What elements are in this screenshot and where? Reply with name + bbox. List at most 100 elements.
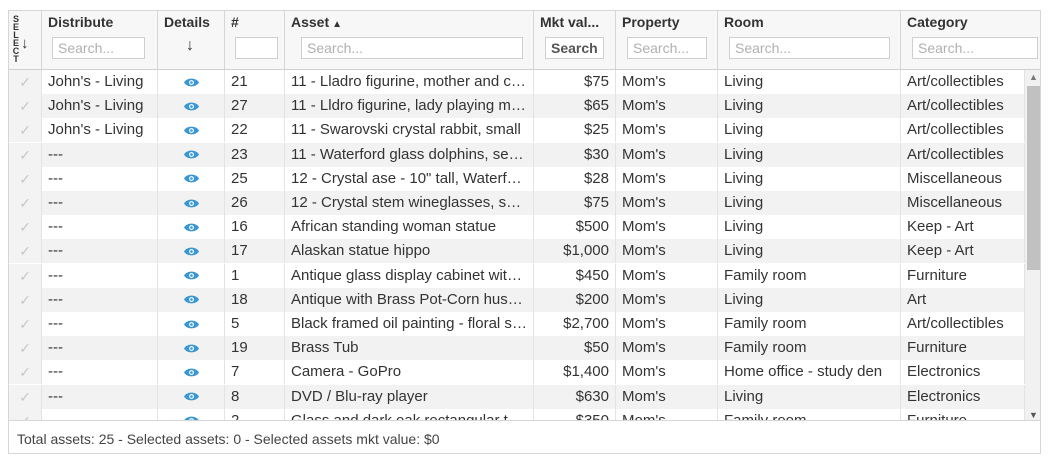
column-room[interactable]: Room	[718, 11, 901, 69]
eye-icon[interactable]	[183, 149, 199, 160]
eye-icon[interactable]	[183, 101, 199, 112]
eye-icon[interactable]	[183, 294, 199, 305]
eye-icon[interactable]	[184, 415, 199, 420]
cell-details[interactable]	[158, 142, 225, 167]
cell-distribute[interactable]: ---	[42, 191, 158, 215]
cell-distribute[interactable]: ---	[42, 263, 158, 288]
cell-details[interactable]	[158, 312, 225, 336]
column-category[interactable]: Category	[901, 11, 1040, 69]
mkt-search-input[interactable]	[545, 37, 604, 59]
select-column-header[interactable]: SELECT ↓	[9, 11, 42, 69]
eye-icon[interactable]	[183, 222, 199, 233]
cell-distribute[interactable]: ---	[42, 384, 158, 409]
column-num-title[interactable]: #	[231, 14, 239, 30]
cell-distribute[interactable]: ---	[42, 142, 158, 167]
row-select-checkbox[interactable]: ✓	[9, 384, 42, 409]
column-room-title[interactable]: Room	[724, 14, 764, 30]
cell-distribute[interactable]: ---	[42, 239, 158, 264]
row-select-checkbox[interactable]: ✓	[9, 166, 42, 191]
column-num[interactable]: #	[225, 11, 285, 69]
row-select-checkbox[interactable]: ✓	[9, 70, 42, 94]
column-distribute[interactable]: Distribute	[42, 11, 158, 69]
column-property[interactable]: Property	[616, 11, 718, 69]
vertical-scrollbar[interactable]: ▲ ▼	[1025, 70, 1040, 420]
cell-details[interactable]	[158, 287, 225, 312]
table-row[interactable]: ✓ John's - Living 22 11 - Swarovski crystal…	[9, 118, 1025, 143]
table-row[interactable]: ✓ --- 23 11 - Waterford glass dolphins, set…	[9, 142, 1025, 167]
eye-icon[interactable]	[183, 367, 199, 378]
category-search-input[interactable]	[912, 37, 1038, 59]
select-all-arrow-icon[interactable]: ↓	[21, 35, 29, 52]
column-mkt-title[interactable]: Mkt val...	[540, 14, 600, 30]
row-select-checkbox[interactable]: ✓	[9, 312, 42, 336]
column-category-title[interactable]: Category	[907, 14, 968, 30]
cell-details[interactable]	[158, 263, 225, 288]
column-mkt-value[interactable]: Mkt val...	[534, 11, 616, 69]
table-row[interactable]: ✓ John's - Living 27 11 - Lldro figurine, l…	[9, 94, 1025, 119]
cell-distribute[interactable]: John's - Living	[42, 118, 158, 143]
row-select-checkbox[interactable]: ✓	[9, 287, 42, 312]
cell-distribute[interactable]: ---	[42, 312, 158, 336]
table-row[interactable]: ✓ --- 19 Brass Tub $50 Mom's Family room Furnit…	[9, 336, 1025, 361]
cell-details[interactable]	[158, 118, 225, 143]
eye-icon[interactable]	[183, 343, 199, 354]
num-search-input[interactable]	[235, 37, 278, 59]
row-select-checkbox[interactable]: ✓	[9, 142, 42, 167]
row-select-checkbox[interactable]: ✓	[9, 215, 42, 240]
row-select-checkbox[interactable]: ✓	[9, 408, 42, 420]
table-row[interactable]: ✓ --- 5 Black framed oil painting - floral …	[9, 312, 1025, 336]
cell-distribute[interactable]: ---	[42, 336, 158, 361]
row-select-checkbox[interactable]: ✓	[9, 118, 42, 143]
scroll-up-arrow-icon[interactable]: ▲	[1029, 72, 1038, 82]
row-select-checkbox[interactable]: ✓	[9, 360, 42, 385]
column-property-title[interactable]: Property	[622, 14, 680, 30]
table-row[interactable]: ✓ --- 26 12 - Crystal stem wineglasses, set…	[9, 191, 1025, 215]
table-row[interactable]: ✓ --- 17 Alaskan statue hippo $1,000 Mom's Liv…	[9, 239, 1025, 264]
eye-icon[interactable]	[183, 125, 199, 136]
table-row[interactable]: ✓ --- 1 Antique glass display cabinet with …	[9, 263, 1025, 288]
eye-icon[interactable]	[183, 246, 199, 257]
distribute-search-input[interactable]	[52, 37, 145, 59]
eye-icon[interactable]	[183, 270, 199, 281]
asset-search-input[interactable]	[301, 37, 523, 59]
cell-distribute[interactable]: ---	[42, 408, 158, 420]
row-select-checkbox[interactable]: ✓	[9, 336, 42, 361]
cell-distribute[interactable]: John's - Living	[42, 70, 158, 94]
eye-icon[interactable]	[183, 198, 199, 209]
cell-details[interactable]	[158, 336, 225, 361]
cell-details[interactable]	[158, 166, 225, 191]
cell-details[interactable]	[158, 384, 225, 409]
cell-distribute[interactable]: ---	[42, 166, 158, 191]
cell-details[interactable]	[158, 215, 225, 240]
table-row[interactable]: ✓ --- 25 12 - Crystal ase - 10" tall, Water…	[9, 166, 1025, 191]
table-row[interactable]: ✓ --- 7 Camera - GoPro $1,400 Mom's Home offic…	[9, 360, 1025, 385]
cell-distribute[interactable]: John's - Living	[42, 94, 158, 119]
cell-details[interactable]	[158, 360, 225, 385]
eye-icon[interactable]	[183, 173, 199, 184]
scroll-down-arrow-icon[interactable]: ▼	[1029, 410, 1038, 420]
cell-details[interactable]	[158, 191, 225, 215]
cell-details[interactable]	[158, 94, 225, 119]
column-asset-title[interactable]: Asset ▲	[291, 14, 342, 30]
column-asset[interactable]: Asset ▲	[285, 11, 534, 69]
room-search-input[interactable]	[729, 37, 890, 59]
eye-icon[interactable]	[183, 319, 199, 330]
cell-details[interactable]	[158, 239, 225, 264]
cell-distribute[interactable]: ---	[42, 287, 158, 312]
cell-details[interactable]	[158, 408, 225, 420]
cell-details[interactable]	[158, 70, 225, 94]
column-distribute-title[interactable]: Distribute	[48, 14, 114, 30]
table-row[interactable]: ✓ John's - Living 21 11 - Lladro figurine, …	[9, 70, 1025, 94]
cell-distribute[interactable]: ---	[42, 215, 158, 240]
table-row[interactable]: ✓--- 2Glass and dark oak rectangular tabl…	[9, 408, 1025, 420]
property-search-input[interactable]	[627, 37, 707, 59]
column-details-title[interactable]: Details	[164, 14, 210, 30]
eye-icon[interactable]	[183, 391, 199, 402]
row-select-checkbox[interactable]: ✓	[9, 239, 42, 264]
row-select-checkbox[interactable]: ✓	[9, 191, 42, 215]
row-select-checkbox[interactable]: ✓	[9, 263, 42, 288]
details-arrow-icon[interactable]: ↓	[186, 37, 194, 54]
table-row[interactable]: ✓ --- 18 Antique with Brass Pot-Corn husk h…	[9, 287, 1025, 312]
cell-distribute[interactable]: ---	[42, 360, 158, 385]
scrollbar-thumb[interactable]	[1027, 86, 1040, 270]
